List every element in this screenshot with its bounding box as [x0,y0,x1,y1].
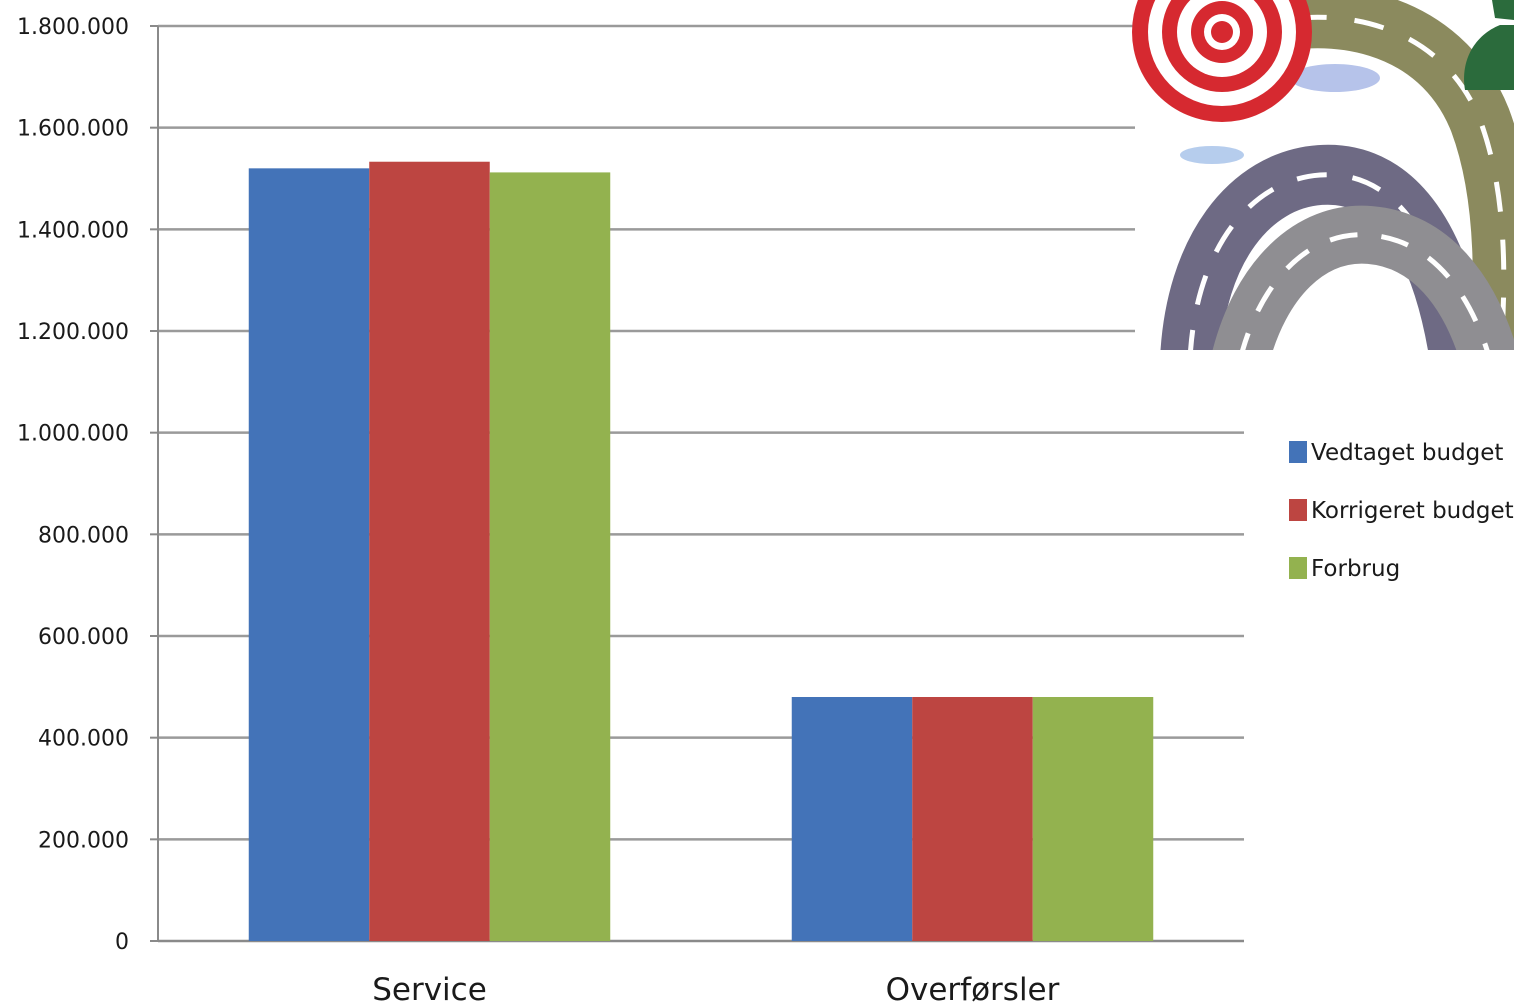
y-tick-label: 1.600.000 [17,117,129,142]
y-tick-label: 1.000.000 [17,422,129,447]
legend-swatch [1289,499,1307,521]
bars [248,161,1154,942]
legend-label: Vedtaget budget [1311,440,1503,466]
y-tick-label: 0 [115,930,129,955]
legend-swatch [1289,557,1307,579]
y-tick-label: 200.000 [38,828,129,853]
x-category-label: Service [372,972,487,1005]
bar-service-1 [369,161,490,942]
x-category-label: Overførsler [886,972,1060,1005]
bar-overforsler-0 [791,697,913,941]
legend-swatch [1289,441,1307,463]
y-tick-label: 600.000 [38,625,129,650]
y-tick-label: 800.000 [38,523,129,548]
bar-overforsler-2 [1032,697,1154,941]
roads-icon [1160,0,1514,350]
legend: Vedtaget budget Korrigeret budget Forbrug [1289,440,1514,582]
axis-labels: 0 200.000 400.000 600.000 800.000 1.000.000 1.… [17,15,1060,1005]
y-tick-label: 1.400.000 [17,218,129,243]
bar-service-0 [248,168,370,942]
y-tick-label: 400.000 [38,727,129,752]
y-tick-label: 1.800.000 [17,15,129,40]
y-tick-label: 1.200.000 [17,320,129,345]
legend-label: Korrigeret budget [1311,498,1514,524]
bar-overforsler-1 [912,697,1033,941]
target-roads-illustration [1132,0,1514,350]
bar-service-2 [489,172,611,941]
legend-label: Forbrug [1311,556,1400,582]
target-icon [1132,0,1312,122]
